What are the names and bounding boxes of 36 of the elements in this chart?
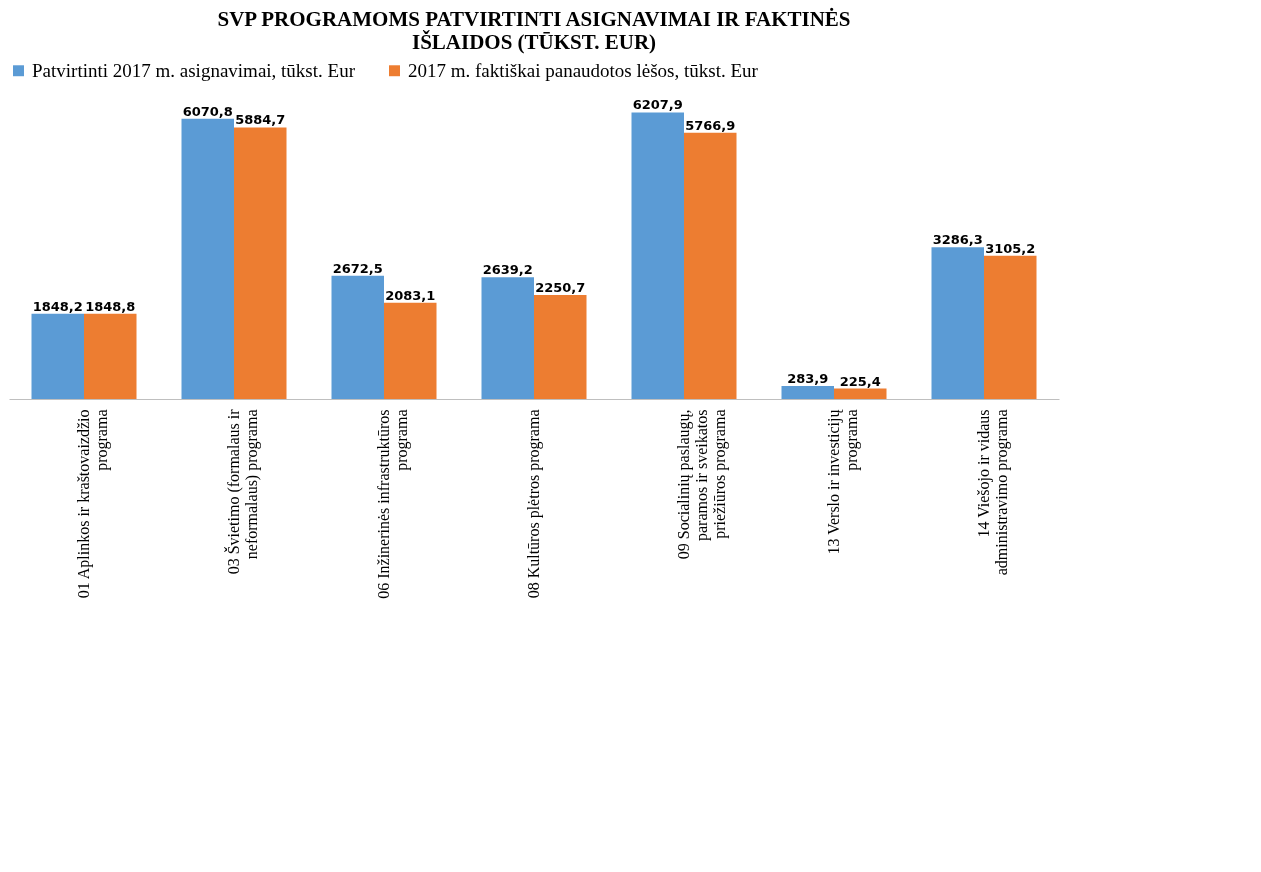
data-label: 6070,8 (182, 103, 233, 119)
x-tick-label: 06 Inžinerinės infrastruktūros programa (375, 409, 411, 599)
bar (384, 302, 437, 399)
data-label: 2083,1 (385, 287, 436, 303)
bar (84, 313, 137, 399)
bar (781, 385, 834, 399)
data-label: 1848,2 (32, 298, 83, 314)
bar (834, 388, 887, 399)
x-tick-label: 13 Verslo ir investicijų programa (825, 408, 861, 555)
bar (481, 277, 534, 399)
x-tick-label: 01 Aplinkos ir kraštovaizdžio programa (75, 409, 111, 599)
bar (534, 295, 587, 399)
legend-label: Patvirtinti 2017 m. asignavimai, tūkst. Eur (32, 59, 356, 81)
bar (984, 255, 1037, 399)
x-tick-label: 08 Kultūros plėtros programa (525, 409, 543, 599)
data-label: 3105,2 (985, 240, 1036, 256)
data-label: 3286,3 (932, 232, 983, 248)
data-label: 225,4 (839, 373, 881, 389)
bar (31, 313, 84, 399)
bar (684, 132, 737, 399)
data-label: 5884,7 (235, 112, 286, 128)
bar (931, 247, 984, 399)
data-label: 2672,5 (332, 260, 383, 276)
data-label: 2250,7 (535, 280, 586, 296)
bar (181, 118, 234, 399)
x-tick-label: 09 Socialinių paslaugų, paramos ir sveikatos priežiūros programa (675, 409, 729, 560)
bar (234, 127, 287, 399)
data-label: 2639,2 (482, 262, 533, 278)
data-label: 283,9 (787, 370, 829, 386)
chart-title: SVP PROGRAMOMS PATVIRTINTI ASIGNAVIMAI IR FAKTINĖS IŠLAIDOS (TŪKST. EUR) (217, 7, 851, 54)
bar (331, 275, 384, 399)
data-label: 5766,9 (685, 117, 736, 133)
data-label: 1848,8 (85, 298, 136, 314)
legend-label: 2017 m. faktiškai panaudotos lėšos, tūkst. Eur (408, 59, 759, 81)
bar (631, 112, 684, 399)
data-label: 6207,9 (632, 97, 683, 113)
